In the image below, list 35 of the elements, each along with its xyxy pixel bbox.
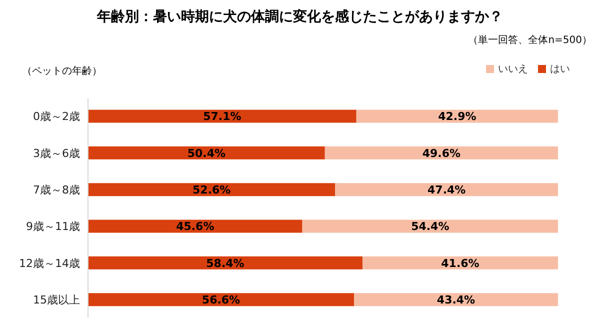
bar bbox=[88, 293, 354, 306]
bar bbox=[335, 183, 558, 196]
legend-label: はい bbox=[550, 64, 570, 75]
y-tick-label: 12歳～14歳 bbox=[19, 256, 80, 270]
bar bbox=[356, 110, 558, 123]
data-label: 47.4% bbox=[428, 183, 466, 196]
data-label: 41.6% bbox=[441, 256, 480, 270]
legend-label: いいえ bbox=[498, 64, 528, 75]
data-label: 50.4% bbox=[187, 146, 226, 160]
y-axis-title: （ペットの年齢） bbox=[22, 64, 102, 78]
data-label: 54.4% bbox=[411, 220, 450, 234]
y-tick-label: 15歳以上 bbox=[33, 294, 80, 307]
data-label: 57.1% bbox=[203, 110, 242, 124]
data-label: 45.6% bbox=[176, 220, 214, 234]
chart-subtitle: （単一回答、全体n=500） bbox=[468, 34, 592, 47]
bar bbox=[354, 293, 558, 306]
data-label: 42.9% bbox=[438, 110, 476, 124]
chart-title: 年齢別：暑い時期に犬の体調に変化を感じたことがありますか？ bbox=[96, 8, 504, 26]
bar bbox=[302, 220, 558, 233]
bar bbox=[88, 110, 356, 123]
y-tick-label: 7歳～8歳 bbox=[33, 184, 80, 197]
data-label: 56.6% bbox=[202, 293, 240, 306]
data-label: 58.4% bbox=[206, 256, 244, 270]
y-tick-label: 0歳～2歳 bbox=[33, 110, 80, 124]
data-label: 49.6% bbox=[422, 146, 461, 160]
bar bbox=[88, 146, 325, 160]
bar bbox=[88, 183, 336, 196]
bar bbox=[324, 146, 558, 160]
y-tick-label: 9歳～11歳 bbox=[26, 220, 80, 234]
bar bbox=[88, 256, 362, 270]
bar bbox=[362, 256, 558, 270]
bar bbox=[88, 220, 302, 233]
data-label: 43.4% bbox=[436, 293, 476, 306]
y-tick-label: 3歳～6歳 bbox=[33, 146, 80, 160]
data-label: 52.6% bbox=[192, 183, 231, 196]
